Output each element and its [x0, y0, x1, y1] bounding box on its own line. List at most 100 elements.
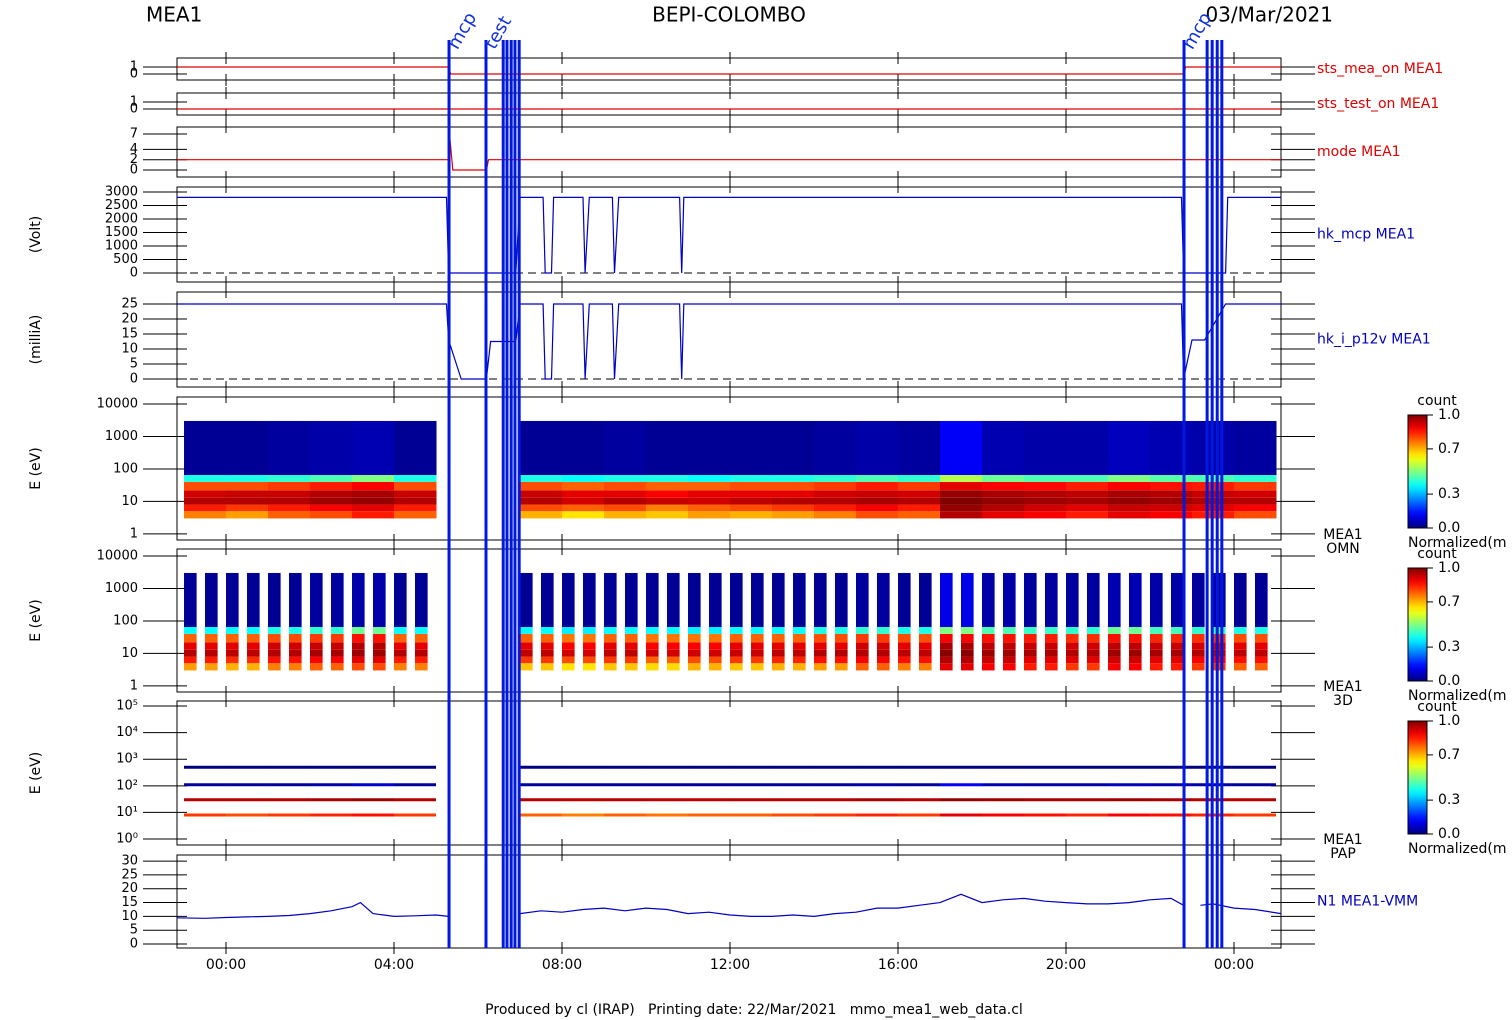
- spectrogram-cell: [751, 642, 764, 650]
- spectrogram-cell: [751, 627, 764, 634]
- spectrogram-cell: [1171, 627, 1184, 634]
- spectrogram-cell: [1003, 663, 1016, 671]
- spectrogram-cell: [268, 663, 281, 671]
- spectrogram-cell: [520, 490, 563, 498]
- spectrogram-cell: [940, 481, 983, 491]
- spectrogram-cell: [940, 649, 953, 657]
- spectrogram-cell: [898, 649, 911, 657]
- spectrogram-cell: [1045, 649, 1058, 657]
- spectrogram-cell: [1171, 649, 1184, 657]
- spectrogram-cell: [394, 633, 407, 643]
- y-tick-label: 5: [130, 356, 138, 371]
- panel-label: N1 MEA1-VMM: [1317, 894, 1418, 910]
- spectrogram-cell: [583, 633, 596, 643]
- y-tick-label: 0: [130, 937, 138, 952]
- spectrogram-cell: [520, 656, 533, 664]
- y-tick-label: 10000: [97, 396, 138, 411]
- spectrogram-cell: [1150, 511, 1193, 519]
- spectrogram-cell: [604, 633, 617, 643]
- spectrogram-cell: [1024, 481, 1067, 491]
- spectrogram-cell: [919, 633, 932, 643]
- spectrogram-cell: [898, 627, 911, 634]
- spectrogram-cell: [1024, 504, 1067, 512]
- spectrogram-cell: [814, 481, 857, 491]
- spectrogram-cell: [226, 627, 239, 634]
- spectrogram-cell: [982, 504, 1025, 512]
- spectrogram-cell: [1108, 490, 1151, 498]
- spectrogram-cell: [730, 627, 743, 634]
- spectrogram-cell: [1171, 572, 1184, 628]
- spectrogram-cell: [940, 627, 953, 634]
- spectrogram-cell: [835, 649, 848, 657]
- spectrogram-cell: [1003, 642, 1016, 650]
- spectrogram-cell: [940, 504, 983, 512]
- spectrogram-cell: [688, 497, 731, 505]
- spectrogram-cell: [184, 633, 197, 643]
- spectrogram-cell: [1045, 627, 1058, 634]
- spectrogram-cell: [709, 633, 722, 643]
- spectrogram-cell: [394, 663, 407, 671]
- spectrogram-cell: [331, 633, 344, 643]
- spectrogram-cell: [1066, 420, 1109, 476]
- spectrogram-cell: [793, 642, 806, 650]
- y-tick-label: 15: [121, 895, 138, 910]
- spectrogram-cell: [1024, 420, 1067, 476]
- spectrogram-cell: [646, 663, 659, 671]
- spectrogram-cell: [1066, 572, 1079, 628]
- spectrogram-cell: [1150, 481, 1193, 491]
- spectrogram-cell: [709, 642, 722, 650]
- spectrogram-cell: [982, 497, 1025, 505]
- spectrogram-cell: [646, 649, 659, 657]
- spectrogram-cell: [226, 663, 239, 671]
- y-tick-label: 10⁰: [116, 831, 138, 846]
- spectrogram-cell: [688, 627, 701, 634]
- spectrogram-cell: [940, 656, 953, 664]
- y-tick-label: 1000: [105, 429, 138, 444]
- spectrogram-cell: [562, 497, 605, 505]
- y-tick-label: 15: [121, 326, 138, 341]
- spectrogram-cell: [310, 497, 353, 505]
- spectrogram-cell: [1150, 420, 1193, 476]
- x-tick-label: 20:00: [1046, 957, 1086, 973]
- panel-frame: [176, 57, 1282, 81]
- spectrogram-cell: [520, 481, 563, 491]
- spectrogram-cell: [1234, 504, 1277, 512]
- y-tick-label: 0: [130, 266, 138, 281]
- spectrogram-cell: [352, 504, 395, 512]
- spectrogram-cell: [352, 627, 365, 634]
- spectrogram-cell: [1045, 656, 1058, 664]
- spectrogram-cell: [1024, 475, 1067, 482]
- spectrogram-cell: [1108, 642, 1121, 650]
- spectrogram-cell: [856, 633, 869, 643]
- spectrogram-cell: [289, 572, 302, 628]
- spectrogram-cell: [520, 475, 563, 482]
- spectrogram-cell: [814, 642, 827, 650]
- spectrogram-cell: [1150, 572, 1163, 628]
- panel-label: MEA1: [1323, 527, 1362, 543]
- footer: Produced by cl (IRAP) Printing date: 22/…: [485, 1002, 1023, 1018]
- spectrogram-cell: [1066, 475, 1109, 482]
- spectrogram-cell: [1255, 633, 1268, 643]
- data-line: [177, 303, 1281, 380]
- spectrogram-cell: [940, 633, 953, 643]
- spectrogram-cell: [268, 504, 311, 512]
- spectrogram-cell: [856, 481, 899, 491]
- spectrogram-cell: [583, 656, 596, 664]
- spectrogram-cell: [730, 504, 773, 512]
- spectrogram-cell: [541, 663, 554, 671]
- spectrogram-cell: [1192, 656, 1205, 664]
- spectrogram-cell: [415, 656, 428, 664]
- spectrogram-cell: [1108, 663, 1121, 671]
- spectrogram-cell: [541, 633, 554, 643]
- colorbar-tick-label: 0.7: [1438, 747, 1460, 763]
- spectrogram-cell: [1255, 627, 1268, 634]
- spectrogram-cell: [856, 649, 869, 657]
- y-axis-label: (Volt): [28, 216, 44, 253]
- spectrogram-cell: [919, 656, 932, 664]
- y-tick-label: 10: [121, 341, 138, 356]
- colorbar-label: Normalized(m: [1408, 841, 1507, 857]
- spectrogram-cell: [835, 627, 848, 634]
- spectrogram-cell: [562, 420, 605, 476]
- spectrogram-cell: [856, 642, 869, 650]
